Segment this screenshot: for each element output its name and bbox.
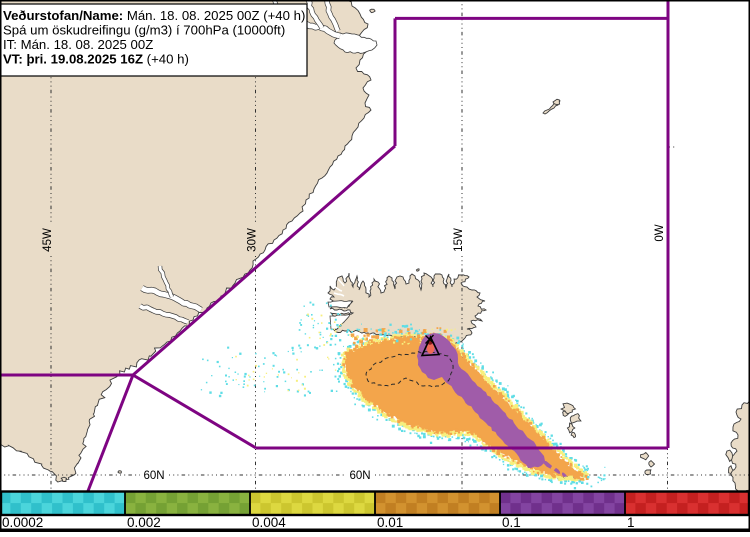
svg-text:VT: þri. 19.08.2025 16Z (+40 h: VT: þri. 19.08.2025 16Z (+40 h): [3, 52, 189, 67]
svg-text:0.1: 0.1: [502, 515, 521, 530]
svg-text:15W: 15W: [453, 228, 465, 252]
svg-text:60N: 60N: [349, 470, 370, 482]
svg-text:1: 1: [627, 515, 635, 530]
svg-text:0.01: 0.01: [377, 515, 403, 530]
svg-text:0W: 0W: [654, 224, 666, 241]
svg-text:0.002: 0.002: [127, 515, 161, 530]
svg-text:45W: 45W: [42, 228, 54, 252]
svg-text:IT: Mán. 18. 08. 2025 00Z: IT: Mán. 18. 08. 2025 00Z: [3, 37, 153, 52]
svg-text:30W: 30W: [247, 228, 259, 252]
svg-text:Spá um öskudreifingu (g/m3) í: Spá um öskudreifingu (g/m3) í 700hPa (10…: [3, 23, 285, 38]
svg-text:Veðurstofan/Name: Mán. 18. 08.: Veðurstofan/Name: Mán. 18. 08. 2025 00Z …: [3, 8, 305, 23]
svg-text:60N: 60N: [143, 470, 164, 482]
svg-text:0.0002: 0.0002: [2, 515, 43, 530]
svg-text:0.004: 0.004: [252, 515, 286, 530]
